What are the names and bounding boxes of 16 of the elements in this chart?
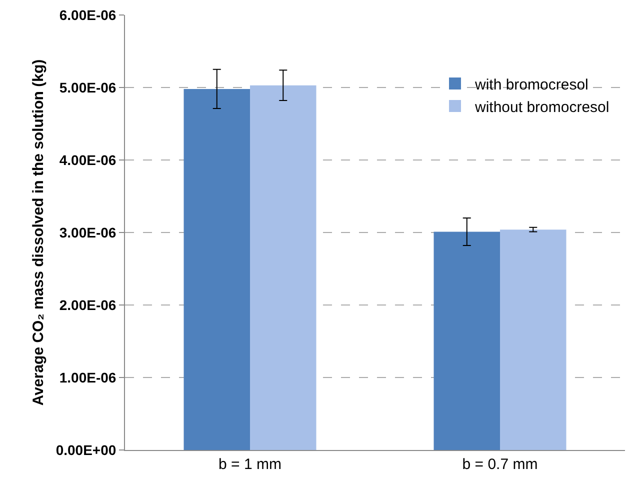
y-tick-label: 2.00E-06 <box>59 296 116 313</box>
legend-label: without bromocresol <box>474 98 610 116</box>
x-tick-label: b = 1 mm <box>218 456 282 473</box>
y-axis-title: Average CO₂ mass dissolved in the solution (kg) <box>30 59 48 406</box>
y-tick-label: 5.00E-06 <box>59 79 116 96</box>
y-tick-label: 3.00E-06 <box>59 224 116 240</box>
y-tick-label: 0.00E+00 <box>56 442 116 458</box>
bar <box>500 230 566 450</box>
x-tick-label: b = 0.7 mm <box>462 456 538 473</box>
bar <box>184 88 250 450</box>
y-tick-label: 4.00E-06 <box>59 152 116 168</box>
y-tick-label: 1.00E-06 <box>59 369 116 386</box>
bar <box>434 232 500 450</box>
bar <box>250 85 316 450</box>
y-tick-label: 6.00E-06 <box>59 6 116 23</box>
legend-label: with bromocresol <box>474 76 588 94</box>
